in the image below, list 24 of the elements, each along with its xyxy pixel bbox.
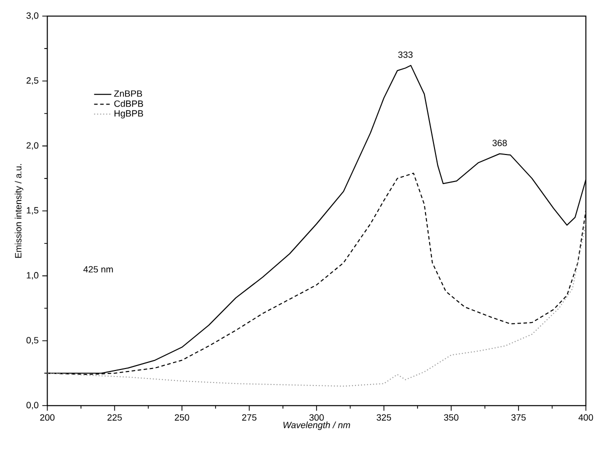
y-axis-title: Emission intensity / a.u. <box>14 164 24 258</box>
x-tick-label: 250 <box>174 414 190 421</box>
x-tick-label: 375 <box>511 414 526 421</box>
x-tick-label: 325 <box>376 414 392 421</box>
x-axis-title: Wavelength / nm <box>283 422 350 430</box>
legend-label: CdBPB <box>114 100 144 107</box>
x-tick-label: 400 <box>578 414 594 421</box>
x-tick-label: 350 <box>444 414 458 421</box>
y-tick-label: 0,0 <box>26 402 38 410</box>
y-tick-label: 1,5 <box>26 207 38 215</box>
x-tick-label: 225 <box>108 414 122 421</box>
x-tick-label: 200 <box>40 414 55 421</box>
y-tick-label: 2,5 <box>26 77 38 85</box>
y-tick-label: 0,5 <box>26 337 38 344</box>
x-tick-label: 275 <box>242 414 256 421</box>
annotation: 425 nm <box>83 266 113 273</box>
y-tick-label: 3,0 <box>26 12 38 20</box>
annotation: 333 <box>398 51 413 58</box>
x-tick-label: 300 <box>309 414 324 421</box>
legend-label: HgBPB <box>114 110 144 118</box>
legend-label: ZnBPB <box>114 90 142 97</box>
y-tick-label: 2,0 <box>26 142 38 150</box>
y-tick-label: 1,0 <box>26 272 38 280</box>
annotation: 368 <box>492 140 507 146</box>
